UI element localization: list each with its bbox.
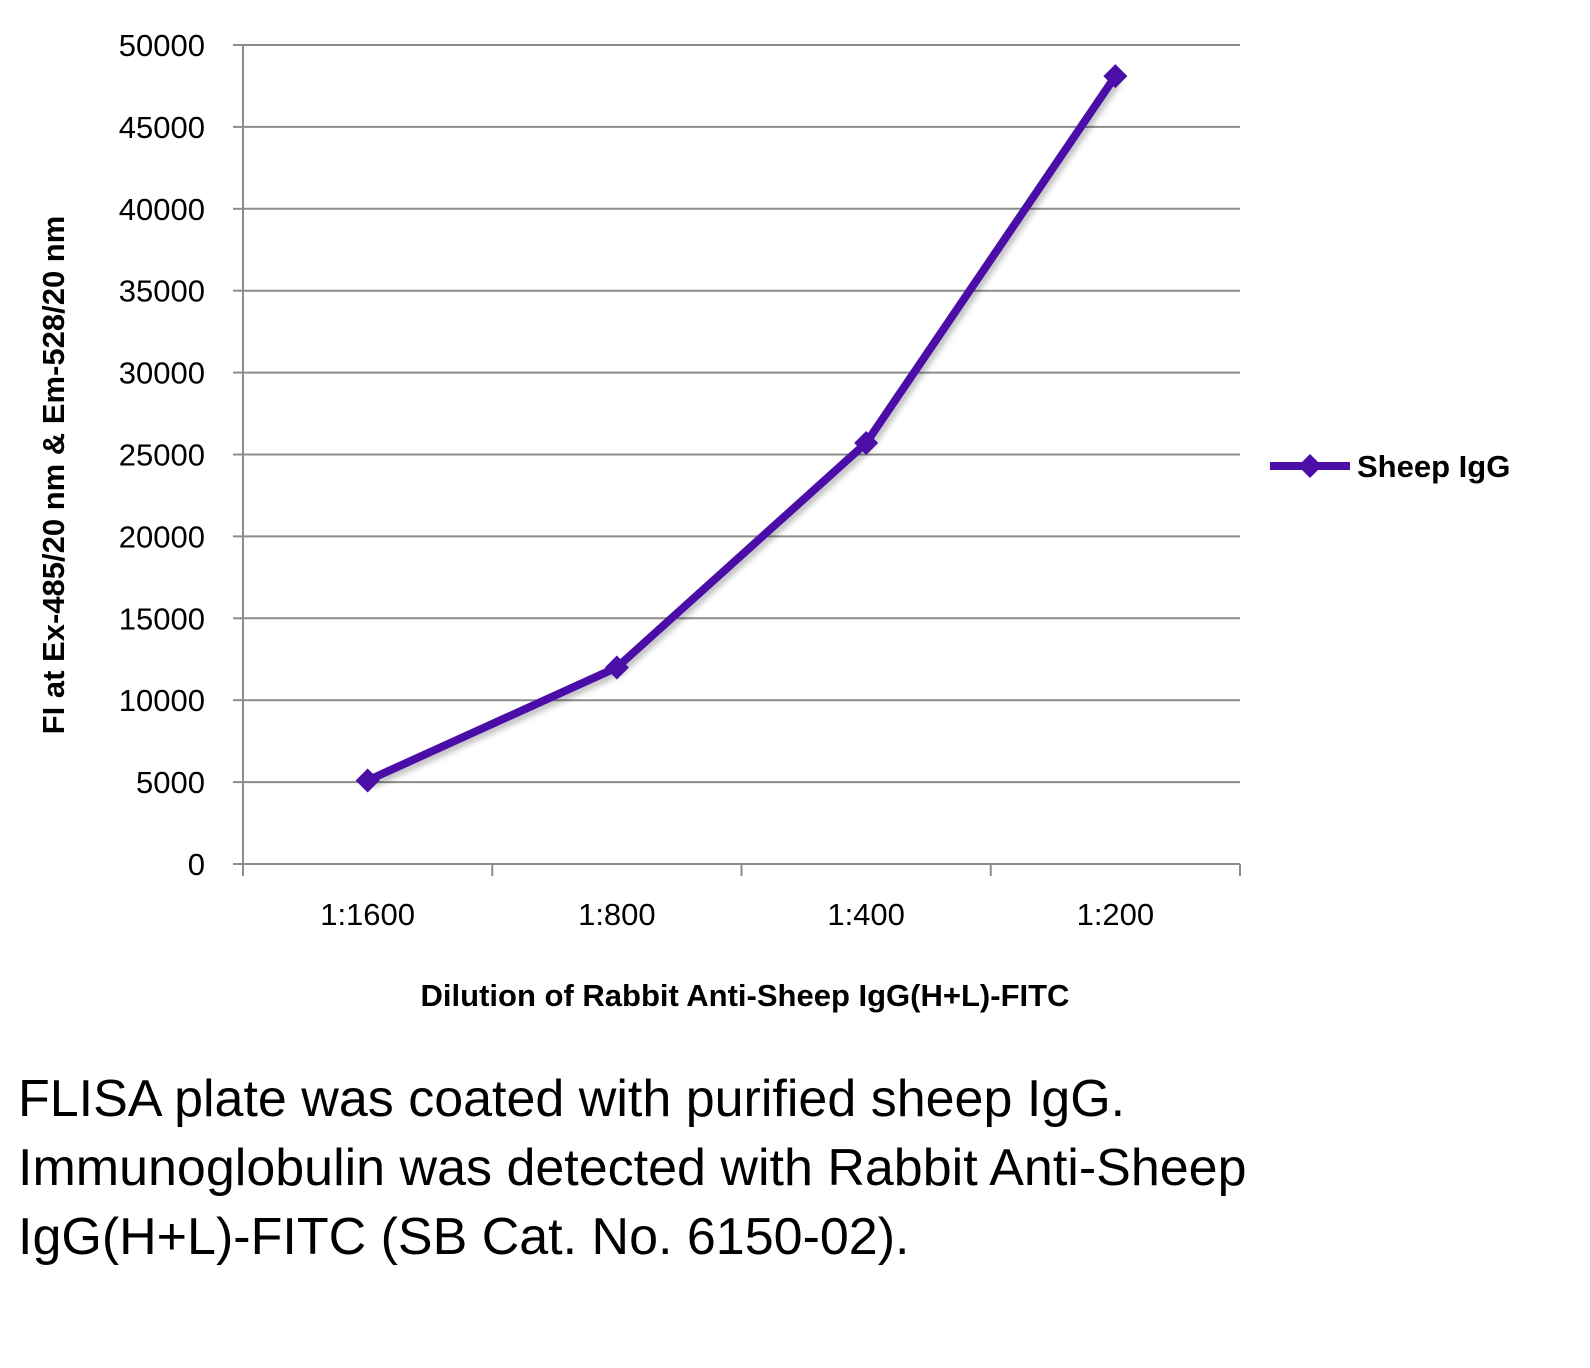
legend-diamond-icon (1298, 454, 1322, 478)
x-tick-label: 1:800 (578, 897, 656, 932)
y-tick-label: 15000 (119, 601, 205, 636)
y-tick-labels: 0 5000 10000 15000 20000 25000 30000 35000 40000… (119, 28, 205, 882)
y-tick-label: 40000 (119, 192, 205, 227)
y-tick-label: 50000 (119, 28, 205, 63)
axes (242, 45, 1241, 876)
y-tick-label: 25000 (119, 438, 205, 473)
x-tick-label: 1:1600 (320, 897, 415, 932)
data-point (1103, 64, 1128, 89)
series-layer (355, 64, 1128, 793)
y-tick-label: 0 (188, 847, 205, 882)
gridlines (233, 44, 1240, 865)
data-point (854, 431, 879, 456)
data-point (355, 768, 380, 793)
x-tick-labels: 1:1600 1:800 1:400 1:200 (320, 897, 1154, 932)
y-tick-label: 20000 (119, 519, 205, 554)
x-axis-title: Dilution of Rabbit Anti-Sheep IgG(H+L)-F… (421, 978, 1070, 1013)
y-tick-label: 35000 (119, 274, 205, 309)
figure-caption: FLISA plate was coated with purified she… (18, 1070, 1247, 1266)
legend: Sheep IgG (1270, 449, 1510, 484)
data-point (604, 655, 629, 680)
line-chart: 0 5000 10000 15000 20000 25000 30000 35000 40000… (36, 28, 1510, 1013)
y-tick-label: 45000 (119, 110, 205, 145)
y-tick-label: 30000 (119, 356, 205, 391)
x-tick-label: 1:200 (1077, 897, 1155, 932)
x-tick-label: 1:400 (827, 897, 905, 932)
y-tick-label: 5000 (136, 765, 205, 800)
legend-label: Sheep IgG (1357, 449, 1510, 484)
series-line (365, 73, 1119, 785)
y-axis-title: FI at Ex-485/20 nm & Em-528/20 nm (36, 216, 71, 735)
y-tick-label: 10000 (119, 683, 205, 718)
